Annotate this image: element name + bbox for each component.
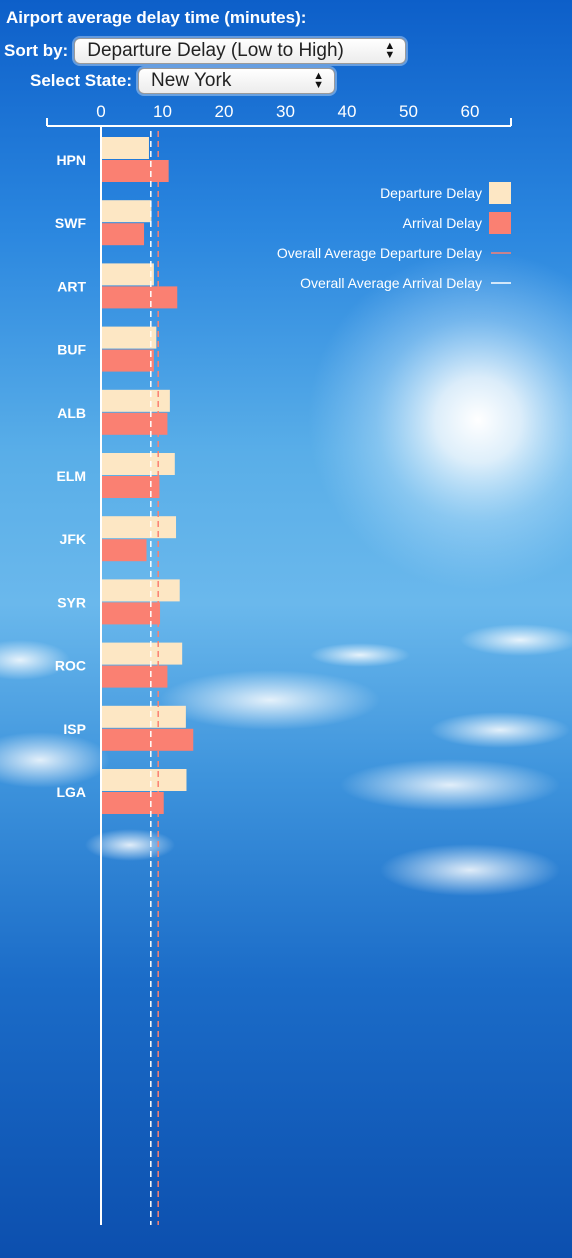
bar-arrival-buf: [102, 349, 154, 372]
sort-control: Sort by: Departure Delay (Low to High) ▲…: [4, 38, 407, 64]
x-tick-label: 40: [338, 102, 357, 121]
x-tick-label: 50: [399, 102, 418, 121]
category-label-syr: SYR: [57, 594, 86, 610]
sort-label: Sort by:: [4, 41, 69, 60]
category-label-elm: ELM: [56, 468, 86, 484]
x-tick-label: 60: [461, 102, 480, 121]
bar-arrival-jfk: [102, 539, 147, 562]
state-select-value: New York: [151, 70, 232, 91]
select-arrows-icon: ▲ ▼: [313, 70, 325, 91]
bar-departure-lga: [102, 769, 187, 791]
bar-departure-alb: [102, 389, 170, 412]
state-label: Select State:: [30, 71, 133, 90]
bar-arrival-alb: [102, 412, 168, 435]
chart-title: Airport average delay time (minutes):: [6, 8, 307, 27]
legend-label: Departure Delay: [380, 185, 482, 201]
bar-arrival-elm: [102, 476, 160, 498]
legend-swatch-arrival: [489, 212, 511, 234]
category-label-jfk: JFK: [60, 531, 86, 547]
bar-departure-swf: [102, 200, 152, 223]
x-tick-label: 20: [215, 102, 234, 121]
bar-departure-elm: [102, 453, 175, 475]
category-label-art: ART: [57, 278, 86, 294]
bar-arrival-hpn: [102, 160, 169, 182]
state-control: Select State: New York ▲ ▼: [30, 68, 336, 94]
select-arrows-icon: ▲ ▼: [384, 40, 396, 61]
category-label-isp: ISP: [63, 721, 86, 737]
bar-departure-syr: [102, 579, 180, 602]
bar-arrival-isp: [102, 728, 194, 751]
bar-departure-buf: [102, 326, 157, 349]
category-label-buf: BUF: [57, 342, 86, 358]
sort-select-value: Departure Delay (Low to High): [87, 40, 344, 61]
bar-departure-hpn: [102, 137, 149, 159]
chart-legend: Departure Delay Arrival Delay Overall Aver…: [277, 182, 511, 291]
legend-swatch-departure: [489, 182, 511, 204]
legend-label: Overall Average Departure Delay: [277, 245, 482, 261]
category-label-lga: LGA: [56, 784, 86, 800]
bar-departure-jfk: [102, 516, 177, 539]
sort-select[interactable]: Departure Delay (Low to High) ▲ ▼: [74, 38, 407, 64]
state-select[interactable]: New York ▲ ▼: [138, 68, 336, 94]
category-label-roc: ROC: [55, 658, 86, 674]
legend-label: Overall Average Arrival Delay: [300, 275, 482, 291]
bar-arrival-lga: [102, 792, 164, 814]
category-label-swf: SWF: [55, 215, 87, 231]
bar-departure-isp: [102, 705, 186, 728]
bar-arrival-art: [102, 286, 178, 309]
x-tick-label: 10: [153, 102, 172, 121]
bar-departure-art: [102, 263, 154, 286]
bar-departure-roc: [102, 642, 183, 665]
x-tick-label: 0: [96, 102, 105, 121]
x-tick-label: 30: [276, 102, 295, 121]
bar-arrival-swf: [102, 223, 145, 246]
category-label-alb: ALB: [57, 405, 86, 421]
bar-arrival-syr: [102, 602, 161, 625]
category-label-hpn: HPN: [56, 152, 86, 168]
legend-label: Arrival Delay: [403, 215, 482, 231]
